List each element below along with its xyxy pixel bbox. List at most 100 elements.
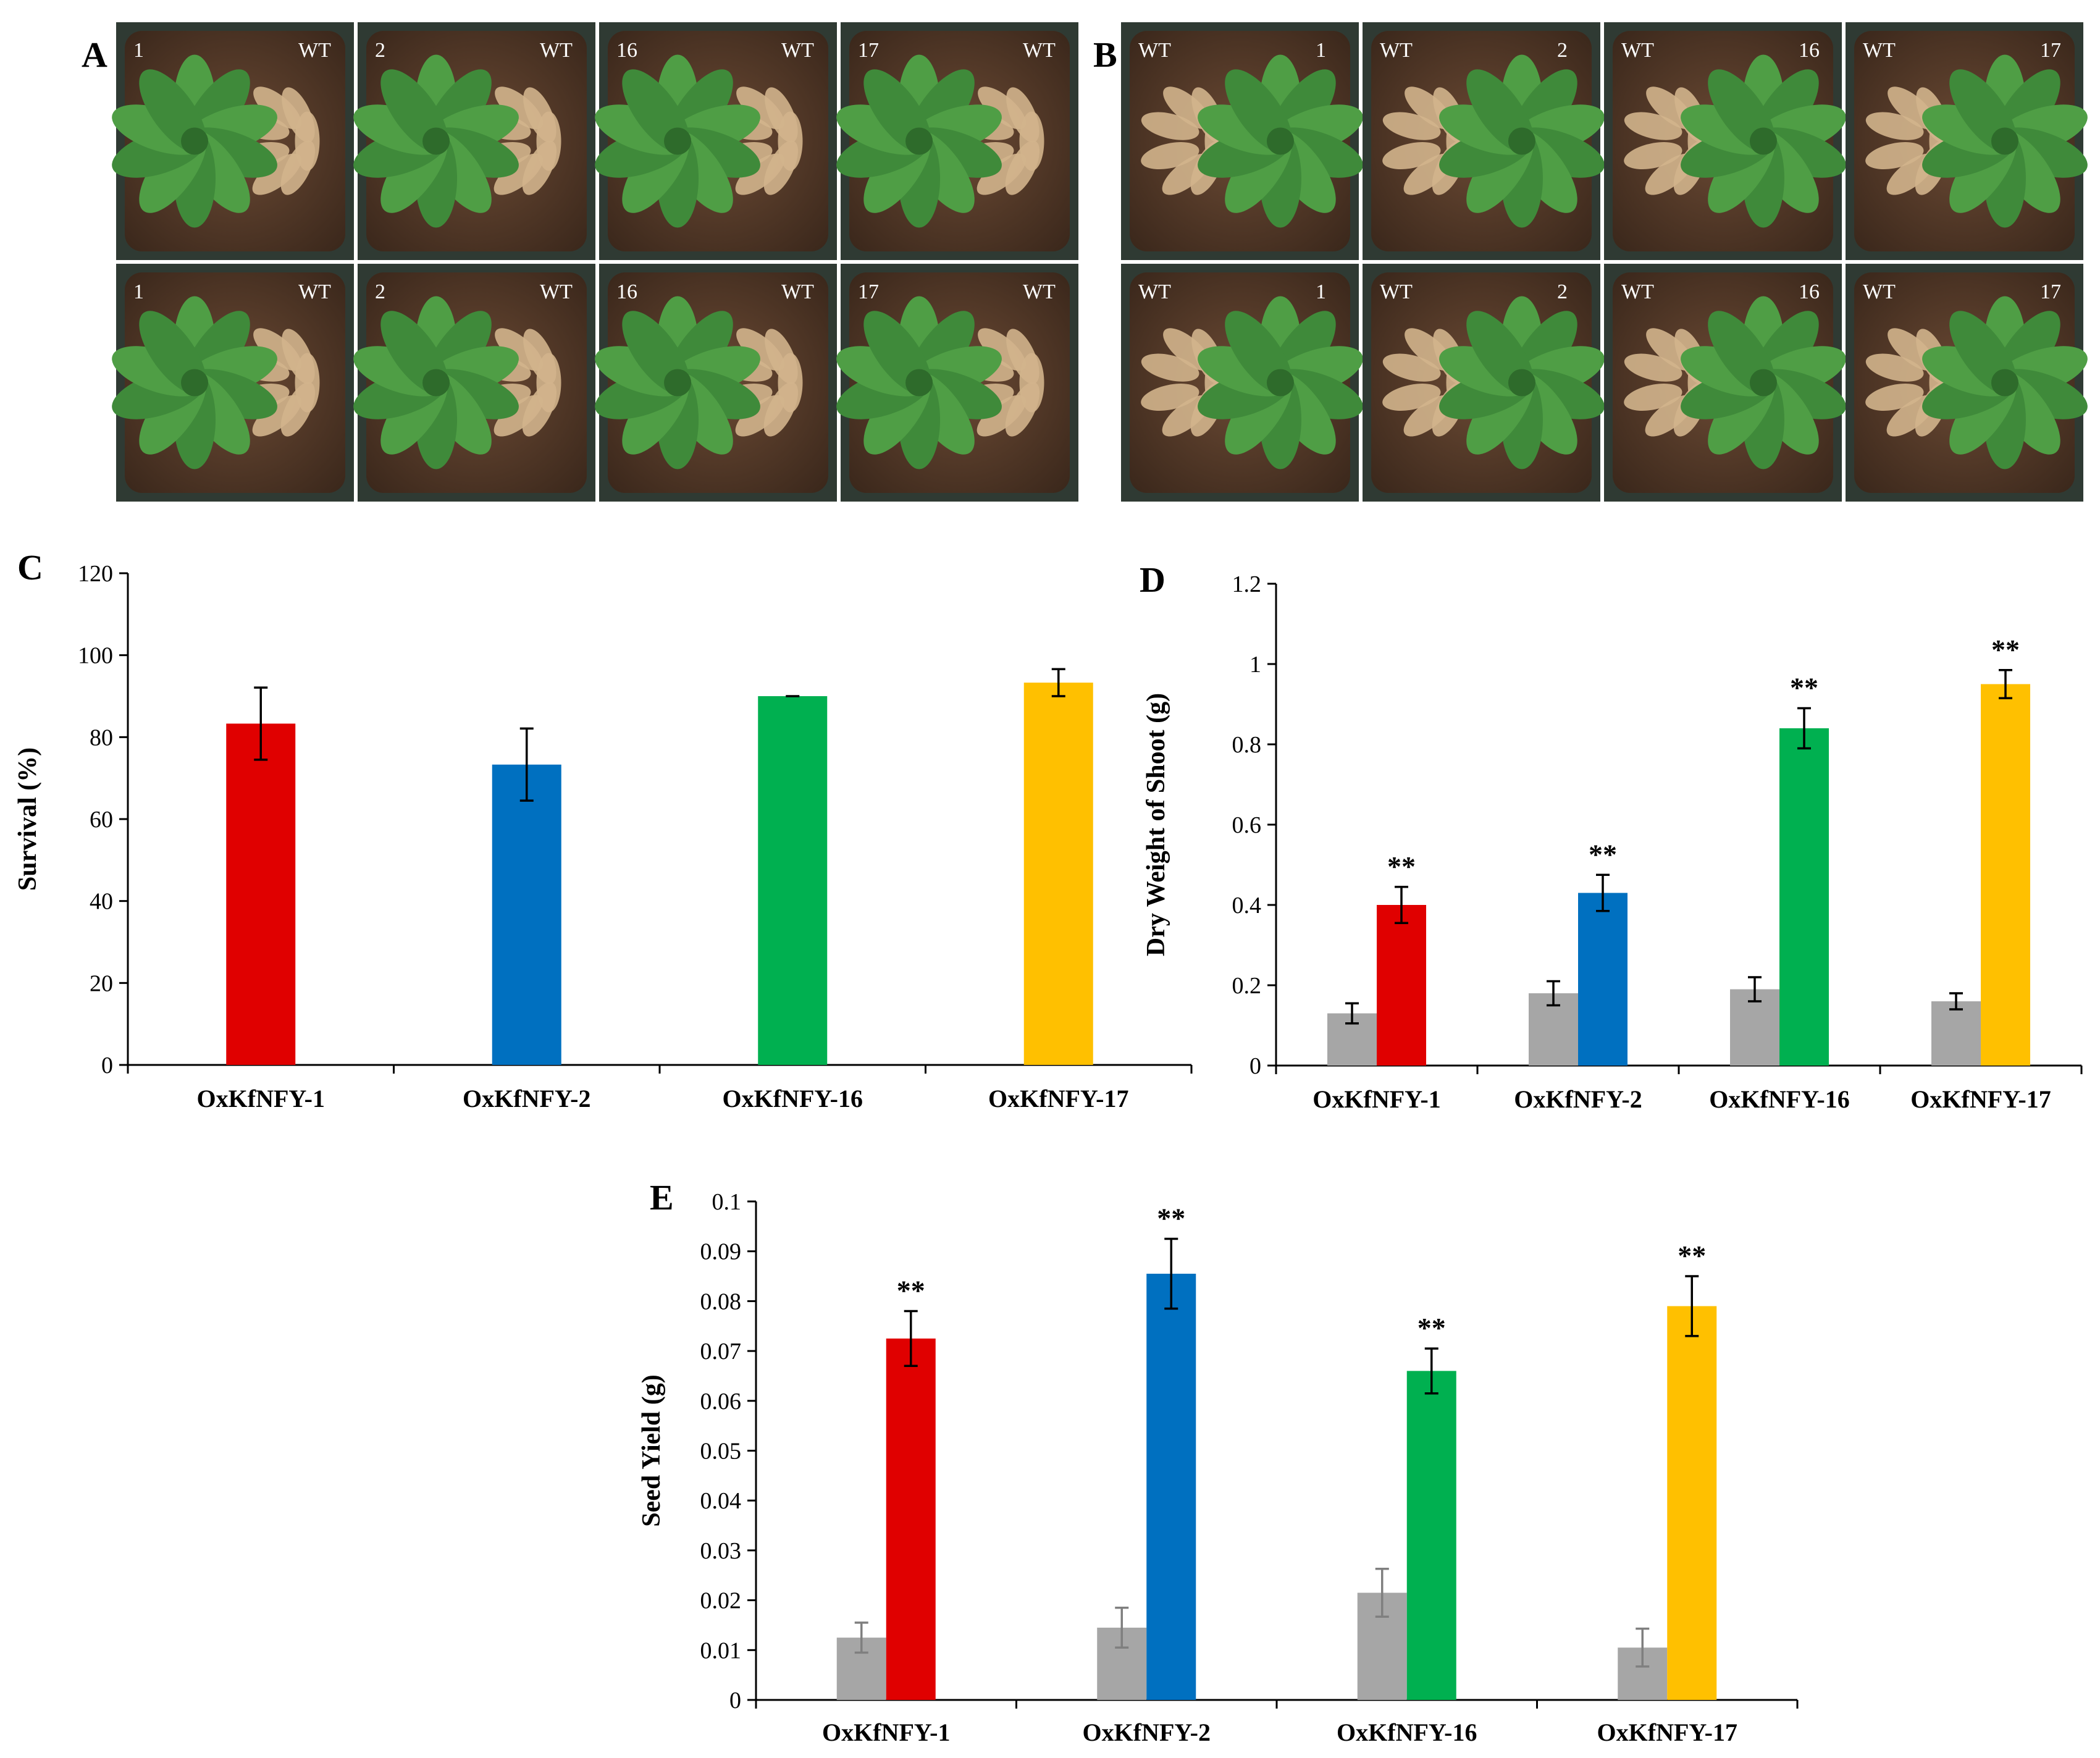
- plant-pot-photo: 17 WT: [836, 264, 1078, 502]
- bar-wt: [1931, 1001, 1981, 1066]
- significance-label: **: [1418, 1312, 1446, 1344]
- line-label: 17: [2040, 39, 2061, 62]
- wt-label: WT: [1863, 39, 1896, 62]
- panel-letter-c: C: [17, 547, 43, 587]
- category-label: OxKfNFY-2: [1514, 1085, 1642, 1113]
- wt-label: WT: [1023, 39, 1056, 62]
- significance-label: **: [1678, 1240, 1706, 1271]
- line-label: 2: [1557, 39, 1568, 62]
- wt-label: WT: [298, 39, 331, 62]
- y-tick-label: 0.8: [1232, 732, 1262, 758]
- y-tick-label: 0.6: [1232, 812, 1262, 838]
- bar-transgenic: [1146, 1274, 1196, 1700]
- y-axis-label: Seed Yield (g): [637, 1374, 666, 1527]
- bar-transgenic: [1406, 1371, 1456, 1700]
- line-label: 16: [1799, 39, 1820, 62]
- line-label: 1: [1316, 280, 1326, 303]
- significance-label: **: [1387, 851, 1416, 882]
- bar-transgenic: [492, 764, 561, 1065]
- plant-pot-photo: 1 WT: [1121, 264, 1363, 502]
- y-tick-label: 120: [78, 561, 113, 587]
- y-tick-label: 0.09: [700, 1239, 742, 1265]
- y-axis-label: Dry Weight of Shoot (g): [1142, 693, 1170, 956]
- y-tick-label: 40: [90, 889, 113, 915]
- bar-transgenic: [226, 723, 296, 1065]
- plant-pot-photo: 1 WT: [1121, 22, 1363, 260]
- y-tick-label: 0.1: [712, 1189, 742, 1215]
- wt-label: WT: [1138, 280, 1171, 303]
- bar-transgenic: [1023, 683, 1093, 1065]
- wt-label: WT: [1380, 39, 1413, 62]
- category-label: OxKfNFY-16: [1709, 1085, 1849, 1113]
- y-tick-label: 0: [729, 1688, 741, 1714]
- plant-pot-photo: 2 WT: [1363, 22, 1605, 260]
- category-label: OxKfNFY-1: [1312, 1085, 1440, 1113]
- significance-label: **: [897, 1275, 925, 1306]
- category-label: OxKfNFY-1: [197, 1085, 325, 1112]
- significance-label: **: [1157, 1203, 1185, 1234]
- y-tick-label: 0.4: [1232, 893, 1262, 919]
- plant-pot-photo: 16 WT: [1604, 264, 1846, 502]
- wt-label: WT: [1621, 280, 1654, 303]
- line-label: 17: [858, 280, 879, 303]
- wt-label: WT: [1380, 280, 1413, 303]
- bar-transgenic: [886, 1338, 936, 1700]
- category-label: OxKfNFY-17: [1910, 1085, 2051, 1113]
- line-label: 1: [133, 39, 144, 62]
- panel-letter-b: B: [1093, 35, 1117, 75]
- plant-pot-photo: 2 WT: [353, 22, 595, 260]
- wt-label: WT: [540, 280, 573, 303]
- wt-label: WT: [781, 39, 814, 62]
- plant-pot-photo: 16 WT: [1604, 22, 1846, 260]
- line-label: 17: [2040, 280, 2061, 303]
- bar-transgenic: [1667, 1306, 1717, 1700]
- plant-pot-photo: 2 WT: [1363, 264, 1605, 502]
- category-label: OxKfNFY-17: [1597, 1718, 1737, 1746]
- wt-label: WT: [1863, 280, 1896, 303]
- panel-letter-a: A: [82, 35, 107, 75]
- significance-label: **: [1991, 634, 2020, 665]
- line-label: 17: [858, 39, 879, 62]
- line-label: 16: [616, 280, 637, 303]
- chart-d-dry-weight: D 0 0.2 0.4 0.6 0.8 1 1.2 OxKfNFY-1 OxKfNFY-2 OxK…: [1140, 560, 2083, 1113]
- y-tick-label: 0: [1250, 1053, 1261, 1079]
- plant-pot-photo: 17 WT: [1846, 264, 2088, 502]
- chart-e-seed-yield: E 0 0.01 0.02 0.03 0.04 0.05 0.06 0.07 0.08 0.09 0…: [637, 1177, 1799, 1746]
- category-label: OxKfNFY-17: [988, 1085, 1128, 1112]
- y-tick-label: 20: [90, 970, 113, 996]
- wt-label: WT: [1023, 280, 1056, 303]
- category-label: OxKfNFY-16: [723, 1085, 863, 1112]
- line-label: 1: [1316, 39, 1326, 62]
- wt-label: WT: [781, 280, 814, 303]
- bar-transgenic: [1578, 893, 1628, 1066]
- plant-pot-photo: 1 WT: [112, 22, 354, 260]
- plant-pot-photo: 2 WT: [353, 264, 595, 502]
- plant-pot-photo: 16 WT: [595, 22, 837, 260]
- category-label: OxKfNFY-2: [1083, 1718, 1211, 1746]
- panel-letter-d: D: [1140, 560, 1166, 600]
- line-label: 1: [133, 280, 144, 303]
- bar-transgenic: [758, 696, 828, 1065]
- y-tick-label: 0.03: [700, 1538, 742, 1564]
- line-label: 16: [616, 39, 637, 62]
- category-label: OxKfNFY-16: [1337, 1718, 1477, 1746]
- significance-label: **: [1589, 838, 1617, 870]
- y-tick-label: 0.01: [700, 1638, 742, 1663]
- wt-label: WT: [1138, 39, 1171, 62]
- y-tick-label: 0.04: [700, 1488, 742, 1514]
- y-tick-label: 1.2: [1232, 571, 1262, 597]
- plant-pot-photo: 16 WT: [595, 264, 837, 502]
- bar-transgenic: [1981, 684, 2030, 1066]
- category-label: OxKfNFY-1: [822, 1718, 950, 1746]
- photo-panel-a: A 1 WT 2 WT 16 WT 17 WT 1 WT 2 WT 16 WT 17 WT: [82, 22, 1078, 502]
- line-label: 16: [1799, 280, 1820, 303]
- line-label: 2: [1557, 280, 1568, 303]
- y-tick-label: 1: [1250, 652, 1261, 678]
- y-tick-label: 0.2: [1232, 973, 1262, 999]
- category-label: OxKfNFY-2: [463, 1085, 590, 1112]
- plant-pot-photo: 1 WT: [112, 264, 354, 502]
- y-tick-label: 60: [90, 807, 113, 833]
- bar-transgenic: [1779, 728, 1829, 1066]
- plant-pot-photo: 17 WT: [836, 22, 1078, 260]
